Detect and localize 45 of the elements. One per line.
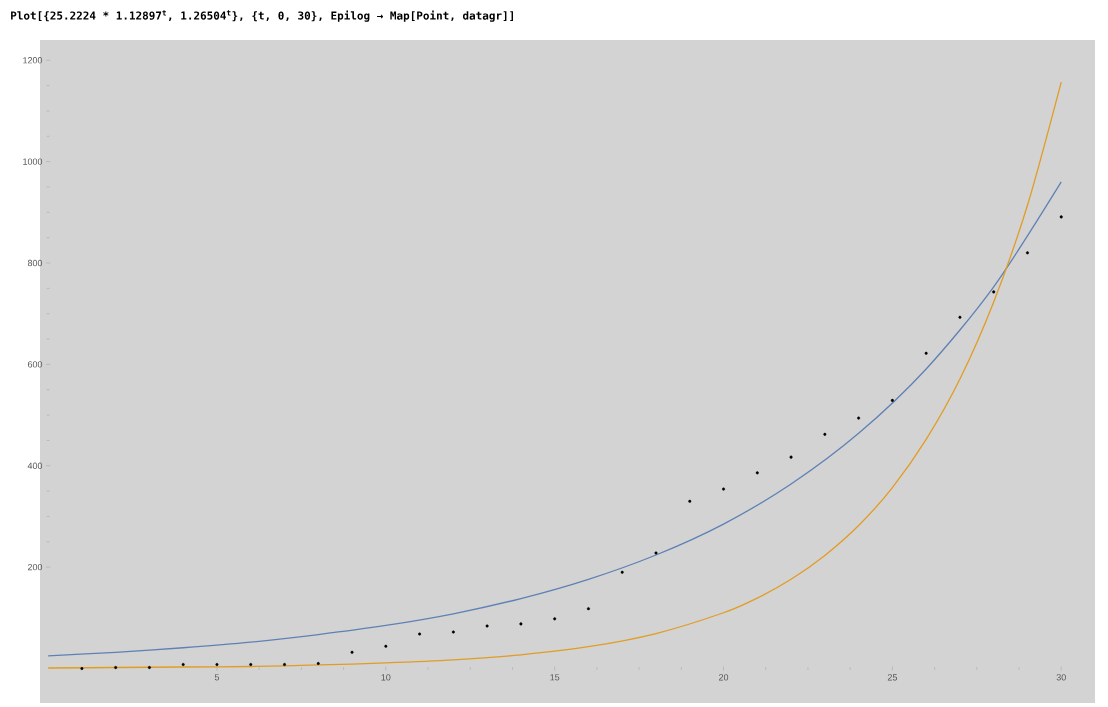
- point: [890, 398, 894, 402]
- point: [114, 666, 118, 669]
- point: [147, 666, 151, 669]
- point: [688, 499, 692, 503]
- point: [283, 662, 286, 666]
- line-series: [47, 81, 1062, 669]
- point: [519, 622, 523, 626]
- point: [215, 662, 219, 666]
- point: [620, 570, 624, 574]
- x-tick-label: 15: [550, 674, 560, 681]
- point: [722, 487, 726, 491]
- y-tick-label: 600: [27, 361, 43, 368]
- point: [384, 644, 388, 648]
- point: [857, 416, 861, 420]
- point: [1059, 215, 1063, 219]
- x-tick-label: 5: [214, 674, 220, 681]
- point: [823, 432, 827, 436]
- point: [80, 667, 84, 671]
- point: [316, 661, 320, 665]
- point: [958, 315, 962, 319]
- point: [924, 351, 928, 355]
- x-tick-label: 30: [1056, 674, 1066, 681]
- point: [654, 551, 658, 555]
- point: [485, 624, 489, 628]
- point: [451, 630, 455, 634]
- y-tick-label: 800: [27, 259, 43, 267]
- point: [418, 632, 422, 636]
- y-tick-label: 1000: [23, 158, 43, 165]
- point: [553, 617, 557, 621]
- line-series: [47, 181, 1062, 657]
- x-tick-label: 25: [887, 674, 897, 681]
- x-tick-label: 20: [719, 674, 729, 681]
- point: [992, 290, 996, 294]
- chart-title: Plot[{25.2224 * 1.12897$^{t}$, 1.26504$^{t}$}, {t, 0, 30}, Epilog → Map[Point, datagr]]: [11, 10, 513, 22]
- point: [249, 662, 253, 666]
- y-tick-label: 1200: [23, 57, 43, 64]
- point: [1025, 251, 1029, 255]
- x-tick-label: 10: [381, 674, 391, 681]
- point: [789, 455, 793, 459]
- y-tick-label: 200: [27, 563, 43, 571]
- point: [350, 650, 354, 654]
- point: [181, 662, 185, 666]
- y-tick-label: 400: [27, 462, 43, 469]
- point: [755, 471, 759, 475]
- point: [586, 607, 590, 611]
